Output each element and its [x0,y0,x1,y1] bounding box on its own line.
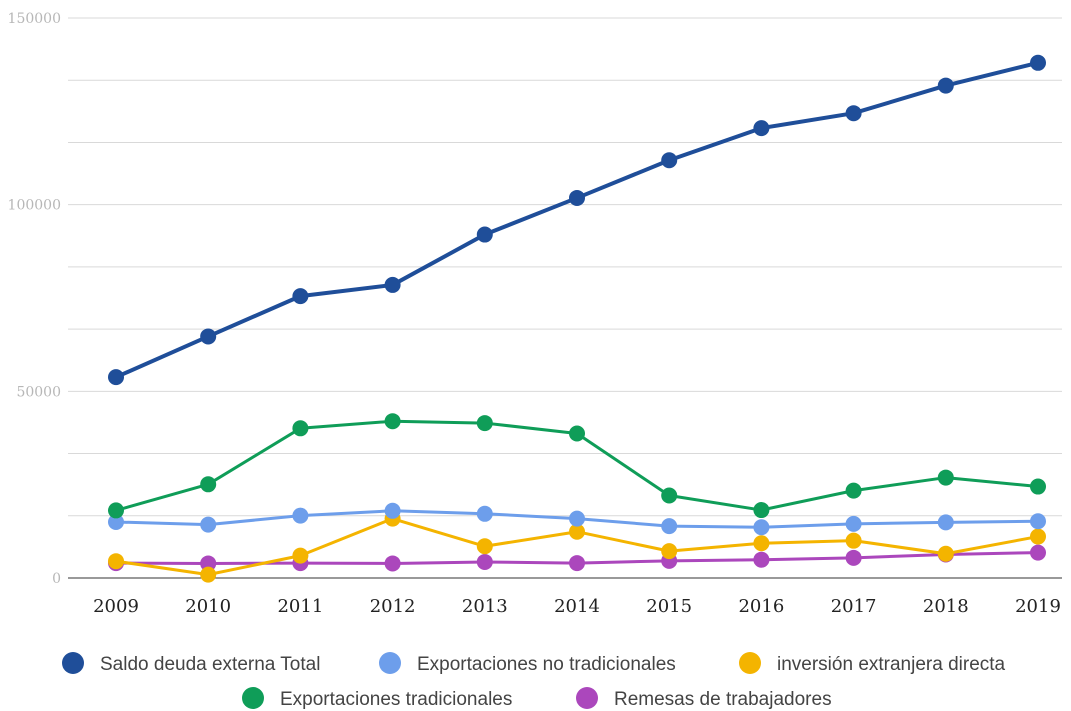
legend-marker [242,687,264,709]
data-point [661,487,678,504]
data-point [476,538,493,555]
data-point [292,547,309,564]
data-point [200,476,217,493]
y-tick-label: 0 [52,571,61,587]
legend-item: Exportaciones no tradicionales [379,652,676,675]
legend-label: inversión extranjera directa [777,654,1006,675]
data-point [384,502,401,519]
data-point [200,566,217,583]
data-point [200,328,217,345]
x-tick-label: 2013 [462,596,508,617]
data-point [108,553,124,570]
series-2 [108,510,1046,583]
data-point [384,413,401,430]
data-point [569,555,585,572]
y-tick-label: 50000 [16,384,61,400]
series-0 [108,54,1046,386]
series-1 [108,502,1046,536]
x-tick-label: 2012 [370,596,416,617]
data-point [200,555,217,572]
data-point [569,189,585,206]
x-tick-label: 2019 [1015,596,1061,617]
data-point [569,523,585,540]
data-point [845,105,862,122]
y-axis-ticks: 0 50000 100000 150000 [8,11,61,587]
series-line [115,60,1039,379]
data-point [937,469,954,486]
data-point [108,502,124,519]
data-point [1030,478,1046,495]
data-point [661,543,678,560]
data-point [200,516,217,533]
legend-item: Exportaciones tradicionales [242,687,512,710]
legend: Saldo deuda externa Total Exportaciones n… [62,652,1006,710]
data-point [753,120,770,137]
data-point [384,555,401,572]
data-point [108,369,124,386]
y-tick-label: 100000 [8,198,61,214]
legend-marker [379,652,401,674]
x-tick-label: 2009 [93,596,139,617]
legend-marker [739,652,761,674]
legend-item: Remesas de trabajadores [576,687,832,710]
data-point [661,518,678,535]
data-point [845,482,862,499]
legend-marker [62,652,84,674]
data-point [292,420,309,437]
y-tick-label: 150000 [8,11,61,27]
data-point [569,510,585,527]
gridlines [68,17,1062,517]
x-tick-label: 2011 [277,596,323,617]
data-point [476,505,493,522]
legend-marker [576,687,598,709]
x-tick-label: 2015 [646,596,692,617]
data-point [108,514,124,530]
data-point [1030,513,1046,530]
data-point [1030,54,1046,71]
legend-item: Saldo deuda externa Total [62,652,320,675]
data-point [1030,544,1046,561]
data-point [292,507,309,524]
data-point [476,415,493,432]
series-3 [108,413,1046,519]
legend-label: Saldo deuda externa Total [100,654,320,675]
data-point [845,549,862,566]
legend-label: Remesas de trabajadores [614,689,832,710]
data-point [937,545,954,562]
data-point [384,276,401,293]
data-point [476,226,493,243]
data-point [937,77,954,94]
x-axis-ticks: 2009 2010 2011 2012 2013 2014 2015 2016 2017 2018… [93,596,1061,617]
legend-label: Exportaciones tradicionales [280,689,512,710]
data-point [476,553,493,570]
x-tick-label: 2014 [554,596,600,617]
series-lines [108,54,1046,583]
legend-label: Exportaciones no tradicionales [417,654,676,675]
x-tick-label: 2018 [923,596,969,617]
data-point [753,535,770,552]
data-point [753,551,770,568]
data-point [753,519,770,536]
data-point [937,514,954,531]
data-point [845,532,862,549]
data-point [292,288,309,305]
legend-item: inversión extranjera directa [739,652,1006,675]
data-point [661,152,678,169]
x-tick-label: 2017 [831,596,877,617]
data-point [1030,528,1046,545]
x-tick-label: 2016 [738,596,784,617]
data-point [569,425,585,442]
data-point [753,502,770,519]
x-tick-label: 2010 [185,596,231,617]
data-point [845,515,862,532]
